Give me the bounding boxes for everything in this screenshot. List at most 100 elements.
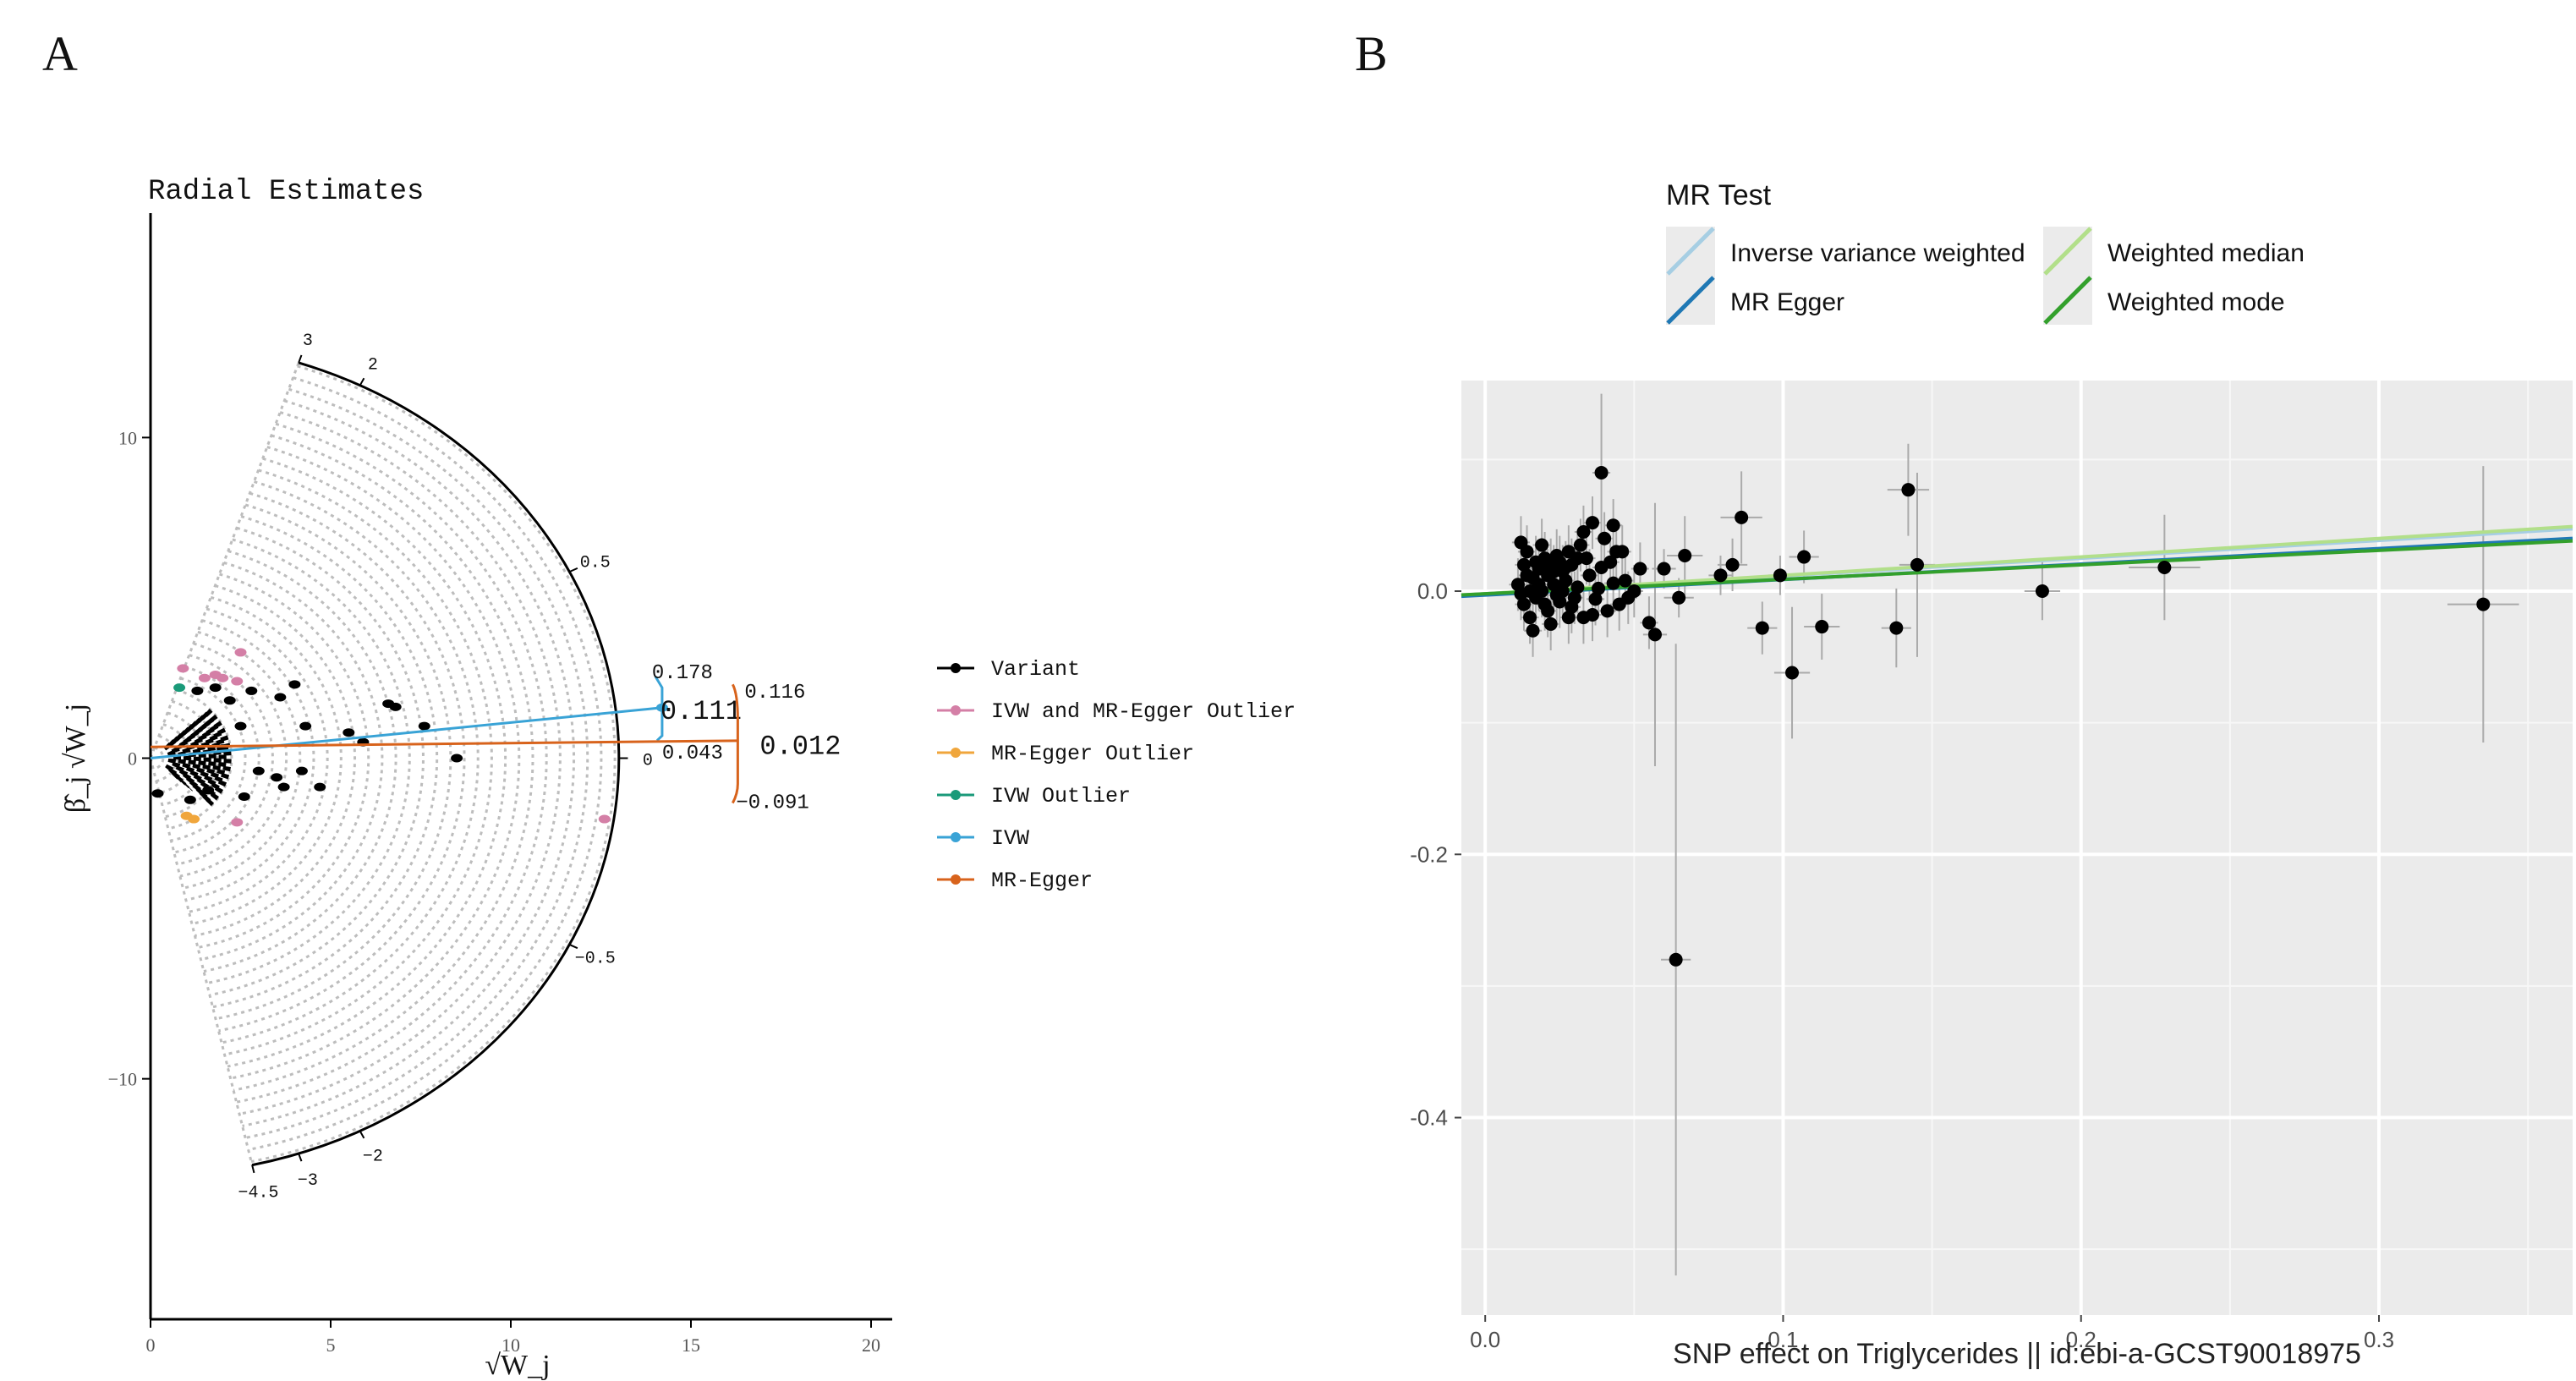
egger-estimate-label: 0.012 [759,731,841,762]
snp-point [1586,608,1600,622]
snp-point [1565,557,1579,572]
variant-arc [182,726,201,789]
legend-label: IVW and MR-Egger Outlier [991,699,1296,724]
snp-point [1561,611,1576,625]
snp-point [1609,545,1624,559]
radial-scale-tick [568,944,578,950]
egger-upper-label: 0.116 [744,682,805,704]
radial-grid-arc [164,699,220,819]
ivw-lower-label: 0.043 [662,743,723,765]
radial-scale-label: 3 [303,332,313,351]
radial-grid-arc [177,654,274,866]
snp-point [1576,524,1591,539]
ivw-upper-label: 0.178 [652,662,713,685]
point-variant [389,702,402,711]
variant-arc [174,732,191,783]
x-tick-label: 0.1 [1768,1327,1798,1352]
snp-point [1773,568,1787,583]
snp-point [1588,592,1603,606]
snp-point [1618,573,1632,588]
snp-point [1910,557,1924,572]
radial-grid-arc [248,376,603,1151]
y-tick-label: -0.4 [1410,1105,1448,1131]
radial-scale-tick [568,567,578,573]
legend-title: MR Test [1666,179,1772,211]
legend-key-dot [951,748,961,758]
radial-boundary-ray [149,362,300,759]
legend-key-line [1666,227,1715,276]
ivw-estimate-label: 0.111 [660,696,742,727]
ivw-line [150,706,663,760]
point-variant [238,792,250,802]
point-variant [209,683,222,693]
x-tick-label: 20 [862,1334,880,1356]
snp-point [1785,666,1800,680]
snp-point [1633,562,1647,576]
snp-point [1594,465,1609,480]
snp-point [1526,623,1540,638]
point-variant [277,782,290,792]
snp-point [1592,581,1606,595]
variant-arc [167,739,182,777]
legend-key-dot [951,663,961,673]
point-ivw-egger-outlier [216,673,229,682]
y-tick-label: −10 [108,1069,137,1090]
snp-point [1755,621,1769,635]
snp-point [1543,617,1558,631]
snp-point [1598,531,1612,545]
snp-point [1586,516,1600,530]
x-tick-label: 5 [326,1334,336,1356]
radial-grid-arc [233,434,534,1092]
snp-point [1523,584,1537,599]
snp-point [1547,564,1561,578]
radial-grid-arc [191,595,343,925]
legend-label: Inverse variance weighted [1730,239,2025,267]
legend-label: Weighted mode [2107,288,2285,316]
radial-scale-tick [251,1165,255,1174]
radial-grid-arc [171,677,247,842]
point-ivw-outlier [173,683,186,693]
legend-key-line [2043,227,2092,276]
snp-point [1678,548,1692,562]
point-variant [184,795,196,804]
radial-boundary-ray [149,758,254,1166]
y-tick-label: -0.2 [1410,841,1448,867]
snp-point [1815,620,1829,634]
y-tick-label: 10 [118,427,137,448]
point-variant [191,686,204,695]
radial-scale-label: −2 [363,1147,383,1166]
snp-point [1600,604,1614,618]
snp-point [1516,557,1531,572]
point-variant [252,766,265,775]
point-ivw-egger-outlier [598,814,611,824]
egger-ci-bracket [732,683,739,804]
snp-point [1889,621,1904,635]
legend-label: Variant [991,657,1080,682]
egger-line [150,739,738,748]
point-variant [245,686,258,695]
legend-key-dot [951,832,961,842]
radial-grid-arc [173,665,260,854]
snp-point [1555,584,1570,599]
radial-scale-tick [359,377,365,386]
legend-label: Weighted median [2107,239,2305,267]
point-ivw-egger-outlier [231,677,244,686]
y-tick-label: 0 [128,748,137,770]
radial-grid-arc [227,457,507,1068]
snp-point [1606,576,1620,590]
x-axis-label: √W_j [485,1350,550,1381]
snp-point [1537,597,1552,611]
variant-arc [189,721,211,795]
legend-key-line [2043,276,2092,325]
radial-grid-arc [206,538,411,985]
point-variant [151,789,164,798]
snp-point [1573,538,1587,552]
point-variant [274,693,287,702]
snp-point [1603,555,1618,569]
radial-grid-arc [250,364,617,1164]
radial-grid-arc [224,469,493,1056]
legend-key-line [1666,276,1715,325]
radial-scale-label: −3 [298,1171,318,1191]
snp-point [1523,611,1537,625]
snp-point [1579,551,1593,566]
